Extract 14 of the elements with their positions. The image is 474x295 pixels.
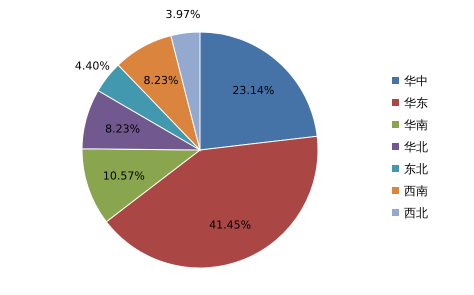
legend-label: 华中 xyxy=(404,74,428,88)
data-label: 41.45% xyxy=(209,218,252,232)
data-label: 8.23% xyxy=(105,122,140,136)
data-label: 4.40% xyxy=(74,59,110,72)
data-label: 8.23% xyxy=(143,74,178,87)
legend-label: 东北 xyxy=(404,162,428,176)
data-label: 10.57% xyxy=(102,169,145,182)
legend-label: 华南 xyxy=(404,118,428,132)
legend-label: 西南 xyxy=(404,184,428,198)
legend-label: 华东 xyxy=(404,96,428,110)
legend-label: 华北 xyxy=(404,140,428,154)
data-label: 23.14% xyxy=(232,84,274,98)
data-label: 3.97% xyxy=(165,8,200,22)
legend-label: 西北 xyxy=(404,206,428,220)
